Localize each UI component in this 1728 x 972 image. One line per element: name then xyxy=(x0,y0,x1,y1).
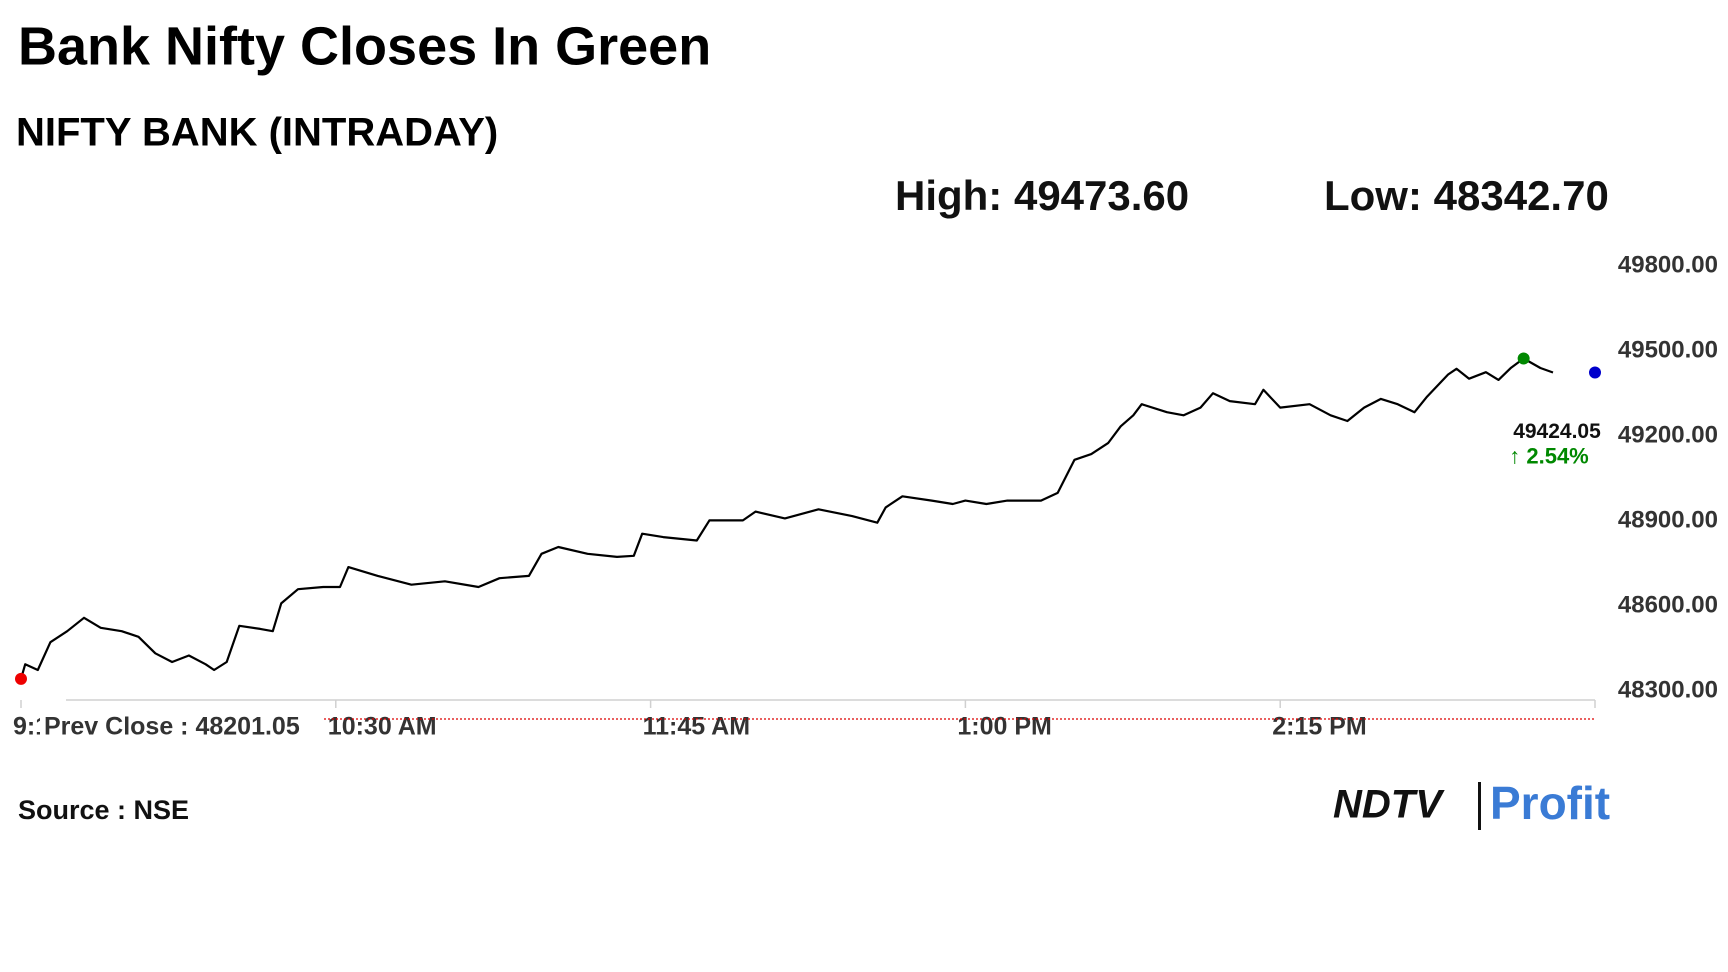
y-tick-label: 48900.00 xyxy=(1618,506,1718,533)
logo-profit: Profit xyxy=(1490,777,1610,829)
high-label: High: 49473.60 xyxy=(895,172,1189,219)
y-tick-label: 48600.00 xyxy=(1618,591,1718,618)
last-value-label: 49424.05 xyxy=(1513,420,1601,443)
chart-title: Bank Nifty Closes In Green xyxy=(18,16,711,76)
prev-close-bg xyxy=(40,712,322,746)
prev-close-label: Prev Close : 48201.05 xyxy=(44,713,300,741)
x-tick-label: 2:15 PM xyxy=(1272,713,1366,741)
high-marker xyxy=(1517,352,1530,365)
price-line xyxy=(19,357,1554,680)
logo: NDTV Profit xyxy=(1333,777,1610,830)
start-marker xyxy=(15,672,27,685)
last-marker xyxy=(1589,366,1601,379)
x-tick-label: 1:00 PM xyxy=(957,713,1051,741)
source: Source : NSE xyxy=(18,795,189,825)
change-label: ↑ 2.54% xyxy=(1509,443,1589,468)
y-tick-label: 49800.00 xyxy=(1618,251,1718,278)
logo-divider xyxy=(1478,782,1481,830)
y-tick-label: 49500.00 xyxy=(1618,336,1718,363)
x-tick-label: 10:30 AM xyxy=(328,713,437,741)
chart-subtitle: NIFTY BANK (INTRADAY) xyxy=(16,111,498,155)
low-label: Low: 48342.70 xyxy=(1324,172,1609,219)
y-tick-label: 48300.00 xyxy=(1618,676,1718,703)
logo-ndtv: NDTV xyxy=(1333,783,1445,827)
x-tick-label: 11:45 AM xyxy=(643,713,750,741)
y-tick-label: 49200.00 xyxy=(1618,421,1718,448)
